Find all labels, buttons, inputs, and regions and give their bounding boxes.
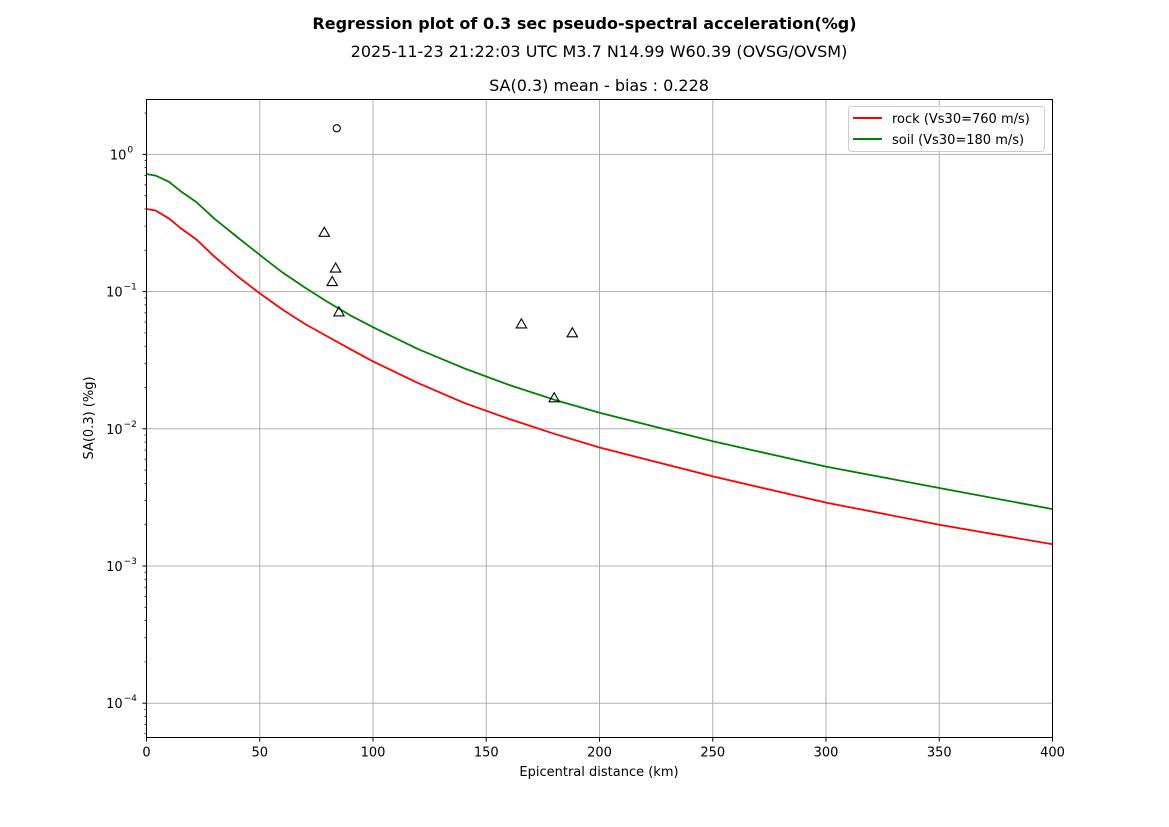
x-tick-label: 350 [927, 746, 952, 761]
grid-lines [146, 99, 1053, 738]
x-axis-ticks: 0 50 100 150 200 250 300 350 400 [142, 737, 1065, 761]
series-line-soil [146, 173, 1053, 510]
station-circle-marker [332, 124, 341, 133]
station-triangle-marker [548, 391, 561, 403]
station-triangle-marker [515, 317, 528, 329]
y-axis-ticks: 10−4 10−3 10−2 10−1 100 [106, 145, 147, 712]
x-tick-label: 250 [700, 746, 725, 761]
series-line-rock [146, 208, 1053, 546]
station-triangle-marker [318, 226, 331, 237]
legend-label-soil: soil (Vs30=180 m/s) [892, 133, 1024, 148]
legend-label-rock: rock (Vs30=760 m/s) [892, 112, 1030, 127]
x-tick-label: 400 [1040, 746, 1065, 761]
station-triangle-marker [326, 275, 339, 287]
y-tick-label: 10−1 [106, 283, 137, 301]
x-tick-label: 100 [361, 746, 386, 761]
chart-axes-title: SA(0.3) mean - bias : 0.228 [489, 76, 709, 95]
x-tick-label: 150 [474, 746, 499, 761]
x-tick-label: 0 [142, 746, 150, 761]
station-triangle-marker [566, 326, 579, 338]
y-tick-label: 10−2 [106, 420, 137, 438]
chart-suptitle: Regression plot of 0.3 sec pseudo-spectr… [312, 14, 856, 33]
x-tick-label: 200 [587, 746, 612, 761]
y-tick-label: 10−4 [106, 694, 137, 712]
y-tick-label: 100 [110, 145, 134, 163]
y-tick-label: 10−3 [106, 557, 137, 575]
chart-event-title: 2025-11-23 21:22:03 UTC M3.7 N14.99 W60.… [351, 42, 848, 61]
legend-box [848, 106, 1045, 152]
x-tick-label: 300 [814, 746, 839, 761]
x-tick-label: 50 [251, 746, 268, 761]
station-triangle-marker [329, 261, 342, 273]
series-lines [146, 173, 1053, 546]
station-markers [318, 124, 579, 403]
station-triangle-marker [332, 305, 346, 317]
legend: rock (Vs30=760 m/s) soil (Vs30=180 m/s) [848, 106, 1045, 152]
x-axis-label: Epicentral distance (km) [519, 765, 678, 780]
y-axis-label: SA(0.3) (%g) [82, 376, 97, 459]
